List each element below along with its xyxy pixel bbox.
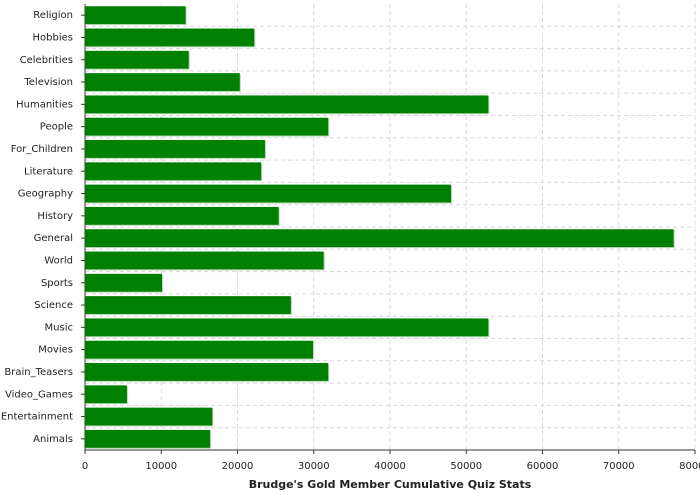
y-tick-label: Brain_Teasers xyxy=(4,367,73,378)
y-tick-label: Literature xyxy=(24,166,73,177)
bar xyxy=(85,73,240,91)
y-tick-label: For_Children xyxy=(11,144,73,155)
bar xyxy=(85,184,451,203)
x-tick-label: 30000 xyxy=(298,461,330,472)
x-axis-label: Brudge's Gold Member Cumulative Quiz Sta… xyxy=(249,478,532,491)
y-tick-label: World xyxy=(44,255,73,266)
y-tick-label: Sports xyxy=(41,278,73,289)
y-tick-label: People xyxy=(40,122,73,133)
bar xyxy=(85,95,489,114)
bar xyxy=(85,206,279,225)
bar xyxy=(85,251,324,270)
y-tick-label: Geography xyxy=(18,189,73,200)
bar xyxy=(85,162,262,181)
y-tick-label: History xyxy=(37,211,73,222)
bar xyxy=(85,50,189,69)
bar xyxy=(85,407,213,426)
bar xyxy=(85,340,313,359)
bar xyxy=(85,117,329,136)
x-tick-label: 60000 xyxy=(527,461,559,472)
x-tick-label: 40000 xyxy=(374,461,406,472)
y-tick-label: Celebrities xyxy=(20,55,73,66)
y-tick-label: Television xyxy=(23,77,73,88)
bar xyxy=(85,429,211,448)
x-tick-label: 20000 xyxy=(222,461,254,472)
y-tick-label: General xyxy=(34,233,73,244)
y-tick-label: Humanities xyxy=(16,99,73,110)
x-tick-label: 50000 xyxy=(450,461,482,472)
y-tick-label: Animals xyxy=(33,434,73,445)
bar xyxy=(85,229,674,248)
bar xyxy=(85,6,186,25)
y-tick-label: Religion xyxy=(33,10,73,21)
y-tick-label: Video_Games xyxy=(5,389,73,400)
bar xyxy=(85,140,265,158)
bar xyxy=(85,296,291,314)
y-tick-label: Movies xyxy=(38,345,73,356)
y-tick-label: Hobbies xyxy=(33,32,73,43)
y-tick-label: Science xyxy=(34,300,73,311)
x-tick-label: 10000 xyxy=(145,461,177,472)
bar xyxy=(85,318,489,337)
x-tick-label: 70000 xyxy=(603,461,635,472)
bar xyxy=(85,28,255,47)
x-tick-label: 0 xyxy=(82,461,88,472)
y-tick-label: Music xyxy=(45,322,73,333)
x-tick-label: 80000 xyxy=(679,461,700,472)
bar xyxy=(85,363,329,381)
bar xyxy=(85,385,127,404)
bar xyxy=(85,273,163,292)
y-tick-label: Entertainment xyxy=(1,412,73,423)
